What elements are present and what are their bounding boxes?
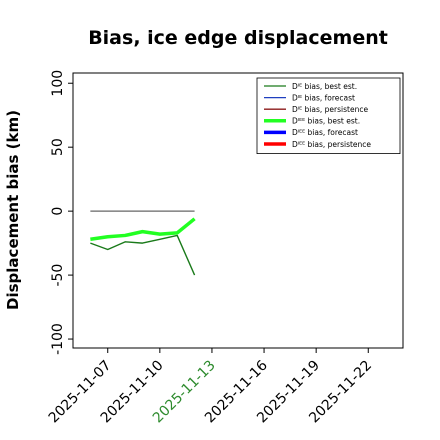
legend-entry: Dᴵᴱᴱ bias, persistence [292, 140, 371, 149]
y-tick-label: 100 [50, 70, 66, 97]
legend-entry: Dᴵᴱᴱ bias, best est. [292, 117, 360, 126]
y-tick-label: 50 [50, 138, 66, 156]
legend-entry: Dᴵᴱ bias, persistence [292, 105, 368, 114]
y-tick-label: -50 [50, 264, 66, 287]
chart-title: Bias, ice edge displacement [88, 27, 388, 49]
x-axis-ticks: 2025-11-072025-11-102025-11-132025-11-16… [46, 348, 375, 426]
series-line-2 [90, 217, 196, 242]
legend-box [256, 77, 401, 154]
plot-frame [72, 72, 404, 349]
series-layer [90, 217, 196, 276]
y-axis-label: Displacement bias (km) [4, 110, 22, 310]
y-tick-label: 0 [50, 207, 66, 216]
legend-entry: Dᴵᴱᴱ bias, forecast [292, 128, 358, 137]
series-line-1 [90, 234, 196, 276]
y-tick-label: -100 [50, 323, 66, 355]
legend-entry: Dᴵᴱ bias, forecast [292, 93, 355, 102]
legend-entry: Dᴵᴱ bias, best est. [292, 82, 357, 91]
y-axis-ticks: -100 -50 0 50 100 [50, 70, 73, 355]
legend: Dᴵᴱ bias, best est. Dᴵᴱ bias, forecast Dᴵᴱ… [256, 77, 401, 154]
